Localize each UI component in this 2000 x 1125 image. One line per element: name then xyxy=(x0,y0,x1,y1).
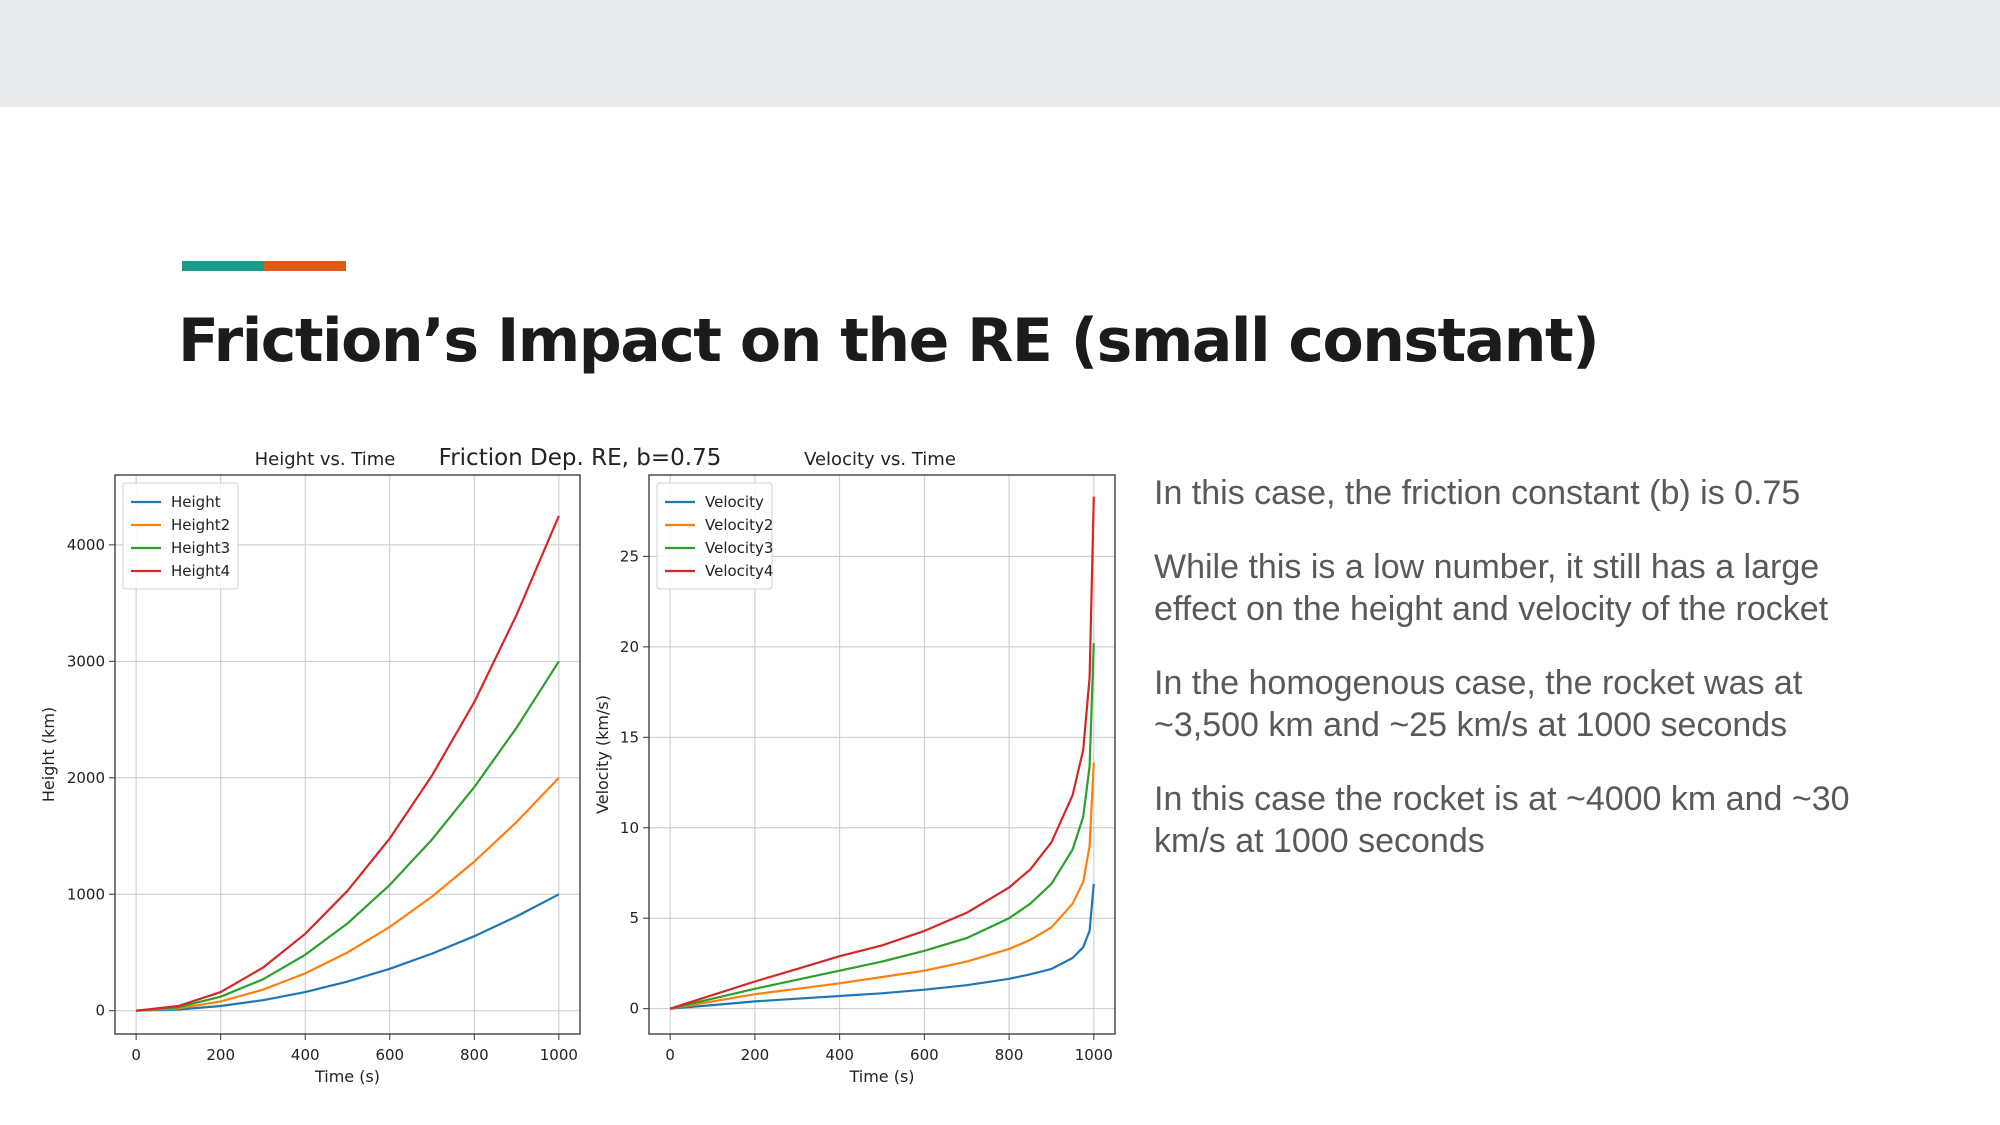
y-tick-label: 0 xyxy=(629,1000,639,1018)
legend-label: Height3 xyxy=(171,539,230,557)
y-tick-label: 1000 xyxy=(67,885,105,903)
x-tick-label: 600 xyxy=(375,1046,404,1064)
y-tick-label: 25 xyxy=(620,547,639,565)
x-tick-label: 400 xyxy=(291,1046,320,1064)
height-x-axis-label: Time (s) xyxy=(314,1067,380,1086)
slide-title: Friction’s Impact on the RE (small const… xyxy=(178,306,1600,376)
legend-label: Height4 xyxy=(171,562,230,580)
velocity-series-line xyxy=(669,643,1095,1010)
legend-label: Velocity xyxy=(705,493,764,511)
height-y-axis-label: Height (km) xyxy=(39,707,58,802)
velocity-series-line xyxy=(670,762,1095,1010)
x-tick-label: 200 xyxy=(741,1046,770,1064)
y-tick-label: 2000 xyxy=(67,769,105,787)
height-series-line xyxy=(135,515,560,1012)
velocity-series-line xyxy=(670,883,1095,1010)
bullet-item: In this case, the friction constant (b) … xyxy=(1154,474,1801,512)
bullet-item: In this case the rocket is at ~4000 km a… xyxy=(1154,780,1850,860)
x-tick-label: 0 xyxy=(131,1046,141,1064)
velocity-panel: 0 200 400 600 800 1000 0 5 10 15 20 25 Time (s) Veloc… xyxy=(593,449,1116,1086)
velocity-legend-box xyxy=(656,482,773,590)
top-band xyxy=(0,0,2000,107)
x-tick-label: 1000 xyxy=(1075,1046,1113,1064)
bullet-list: In this case, the friction constant (b) … xyxy=(1154,472,1874,894)
y-tick-label: 20 xyxy=(620,638,639,656)
height-chart-title: Height vs. Time xyxy=(255,449,396,470)
x-tick-label: 400 xyxy=(825,1046,854,1064)
height-series-line xyxy=(136,660,560,1012)
y-tick-label: 15 xyxy=(620,728,639,746)
x-tick-label: 200 xyxy=(206,1046,235,1064)
figure-suptitle: Friction Dep. RE, b=0.75 xyxy=(439,445,722,471)
y-tick-label: 5 xyxy=(629,909,639,927)
height-axes-frame xyxy=(114,474,581,1035)
x-tick-label: 800 xyxy=(995,1046,1024,1064)
height-legend-box xyxy=(122,482,239,590)
x-tick-label: 1000 xyxy=(540,1046,578,1064)
legend-label: Height xyxy=(171,493,221,511)
x-tick-label: 0 xyxy=(665,1046,675,1064)
y-tick-label: 0 xyxy=(95,1002,105,1020)
height-series-line xyxy=(136,777,560,1012)
velocity-y-axis-label: Velocity (km/s) xyxy=(593,695,612,814)
velocity-series-line xyxy=(669,496,1095,1010)
figure: 0 200 400 600 800 1000 0 1000 2000 3000 4000 Time (… xyxy=(30,438,1122,1088)
bullet-item: In the homogenous case, the rocket was a… xyxy=(1154,664,1803,744)
velocity-axes-frame xyxy=(648,474,1116,1035)
bullet-item: While this is a low number, it still has… xyxy=(1154,548,1829,628)
accent-bar-teal xyxy=(182,261,264,271)
legend-label: Velocity2 xyxy=(705,516,773,534)
velocity-x-axis-label: Time (s) xyxy=(848,1067,914,1086)
velocity-chart-title: Velocity vs. Time xyxy=(804,449,956,470)
legend-label: Velocity4 xyxy=(705,562,773,580)
height-series-line xyxy=(136,893,560,1012)
y-tick-label: 4000 xyxy=(67,536,105,554)
height-panel: 0 200 400 600 800 1000 0 1000 2000 3000 4000 Time (… xyxy=(39,449,581,1086)
legend-label: Height2 xyxy=(171,516,230,534)
y-tick-label: 10 xyxy=(620,819,639,837)
accent-bar-orange xyxy=(264,261,346,271)
x-tick-label: 800 xyxy=(460,1046,489,1064)
x-tick-label: 600 xyxy=(910,1046,939,1064)
y-tick-label: 3000 xyxy=(67,652,105,670)
legend-label: Velocity3 xyxy=(705,539,773,557)
